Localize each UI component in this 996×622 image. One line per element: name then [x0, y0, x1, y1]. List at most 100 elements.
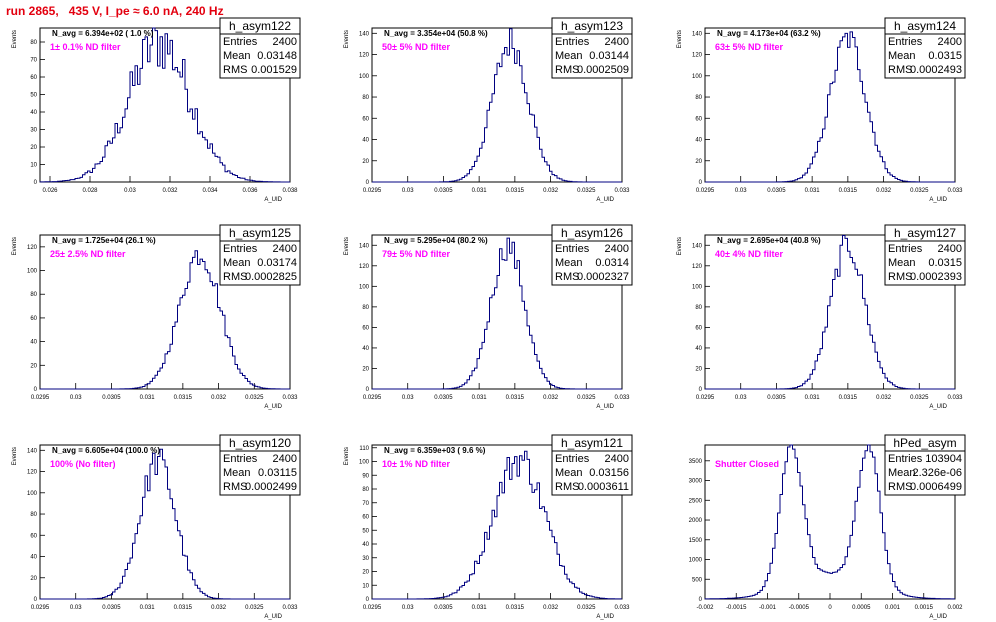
y-tick-label: 140 [359, 31, 370, 37]
histogram-series [372, 237, 622, 390]
y-tick-label: 3500 [689, 459, 703, 465]
x-tick-label: 0.001 [885, 605, 901, 611]
y-tick-label: 20 [362, 159, 369, 165]
y-tick-label: 20 [30, 576, 37, 582]
x-tick-label: 0.0295 [363, 188, 382, 194]
x-tick-label: 0.0305 [102, 395, 121, 401]
stats-label: Mean [223, 50, 251, 62]
x-tick-label: 0.033 [282, 395, 298, 401]
filter-label: 40± 4% ND filter [715, 249, 783, 259]
y-tick-label: 1500 [689, 538, 703, 544]
x-tick-label: 0.0325 [577, 188, 596, 194]
y-tick-label: 60 [695, 325, 702, 331]
stats-label: Entries [555, 243, 590, 255]
histogram-series [40, 250, 290, 390]
x-tick-label: 0.03 [735, 188, 747, 194]
y-tick-label: 40 [695, 138, 702, 144]
stats-label: RMS [223, 271, 247, 283]
x-tick-label: 0.03 [402, 188, 414, 194]
histogram-series [704, 444, 955, 600]
plot-frame [371, 234, 623, 390]
y-tick-label: 120 [27, 245, 38, 251]
histogram-title: hPed_asym [893, 436, 956, 450]
navg-label: N_avg = 6.394e+02 ( 1.0 %) [52, 29, 154, 38]
x-tick-label: 0.0315 [506, 395, 525, 401]
navg-label: N_avg = 4.173e+04 (63.2 %) [717, 29, 821, 38]
y-tick-label: 70 [362, 501, 369, 507]
x-tick-label: 0.0305 [767, 188, 786, 194]
stats-value: 2400 [273, 243, 297, 255]
x-tick-label: 0.002 [947, 605, 963, 611]
y-tick-label: 80 [30, 40, 37, 46]
histogram-title: h_asym126 [561, 226, 623, 240]
x-axis-label: A_UID [929, 404, 947, 410]
y-tick-label: 80 [362, 305, 369, 311]
stats-label: Entries [555, 36, 590, 48]
x-tick-label: 0.0315 [174, 395, 193, 401]
plot-frame [704, 234, 956, 390]
histogram-series [39, 27, 290, 183]
y-axis-label: Events [344, 447, 350, 465]
y-tick-label: 0 [699, 387, 703, 393]
y-tick-label: 40 [362, 138, 369, 144]
stats-value: 0.0002825 [245, 271, 297, 283]
y-tick-label: 2000 [689, 518, 703, 524]
stats-value: 2400 [605, 453, 629, 465]
x-tick-label: 0.033 [947, 395, 963, 401]
x-tick-label: 0.032 [211, 395, 227, 401]
y-axis-label: Events [344, 30, 350, 48]
x-tick-label: 0.0305 [767, 395, 786, 401]
stats-label: Entries [555, 453, 590, 465]
y-tick-label: 140 [27, 448, 38, 454]
stats-label: Entries [888, 453, 923, 465]
x-tick-label: 0.031 [140, 605, 156, 611]
x-tick-label: 0.0315 [839, 395, 858, 401]
y-tick-label: 100 [359, 460, 370, 466]
x-tick-label: 0.032 [543, 605, 559, 611]
stats-label: Entries [888, 243, 923, 255]
navg-label: N_avg = 1.725e+04 (26.1 %) [52, 236, 156, 245]
y-axis-label: Events [677, 30, 683, 48]
y-tick-label: 120 [692, 53, 703, 59]
x-tick-label: 0.03 [402, 605, 414, 611]
stats-label: Entries [223, 243, 258, 255]
y-tick-label: 140 [359, 243, 370, 249]
y-tick-label: 1000 [689, 558, 703, 564]
x-tick-label: 0.032 [211, 605, 227, 611]
filter-label: 100% (No filter) [50, 459, 116, 469]
x-tick-label: 0.032 [876, 395, 892, 401]
y-tick-label: 3000 [689, 479, 703, 485]
x-tick-label: 0.0005 [852, 605, 871, 611]
x-tick-label: 0.0305 [434, 188, 453, 194]
y-tick-label: 140 [692, 31, 703, 37]
stats-label: Mean [888, 257, 916, 269]
y-tick-label: 10 [30, 163, 37, 169]
x-tick-label: 0.032 [543, 395, 559, 401]
x-tick-label: 0.0295 [363, 395, 382, 401]
y-tick-label: 0 [366, 597, 370, 603]
x-tick-label: 0.031 [805, 188, 821, 194]
y-tick-label: 50 [30, 93, 37, 99]
y-tick-label: 80 [695, 305, 702, 311]
histogram-title: h_asym123 [561, 19, 623, 33]
filter-label: 10± 1% ND filter [382, 459, 450, 469]
stats-label: RMS [223, 481, 247, 493]
stats-value: 0.03174 [257, 257, 297, 269]
y-axis-label: Events [12, 30, 18, 48]
x-tick-label: 0.033 [614, 188, 630, 194]
x-axis-label: A_UID [596, 404, 614, 410]
x-axis-label: A_UID [264, 404, 282, 410]
x-axis-label: A_UID [929, 614, 947, 620]
y-tick-label: 120 [692, 264, 703, 270]
stats-value: 2400 [605, 36, 629, 48]
y-tick-label: 120 [27, 470, 38, 476]
stats-box [219, 434, 301, 496]
x-tick-label: 0.0295 [696, 188, 715, 194]
stats-value: 0.0002499 [245, 481, 297, 493]
x-tick-label: 0.032 [876, 188, 892, 194]
x-tick-label: 0.0315 [506, 605, 525, 611]
stats-label: Entries [888, 36, 923, 48]
stats-box [219, 17, 301, 79]
y-tick-label: 0 [699, 180, 703, 186]
x-tick-label: 0.0015 [915, 605, 934, 611]
